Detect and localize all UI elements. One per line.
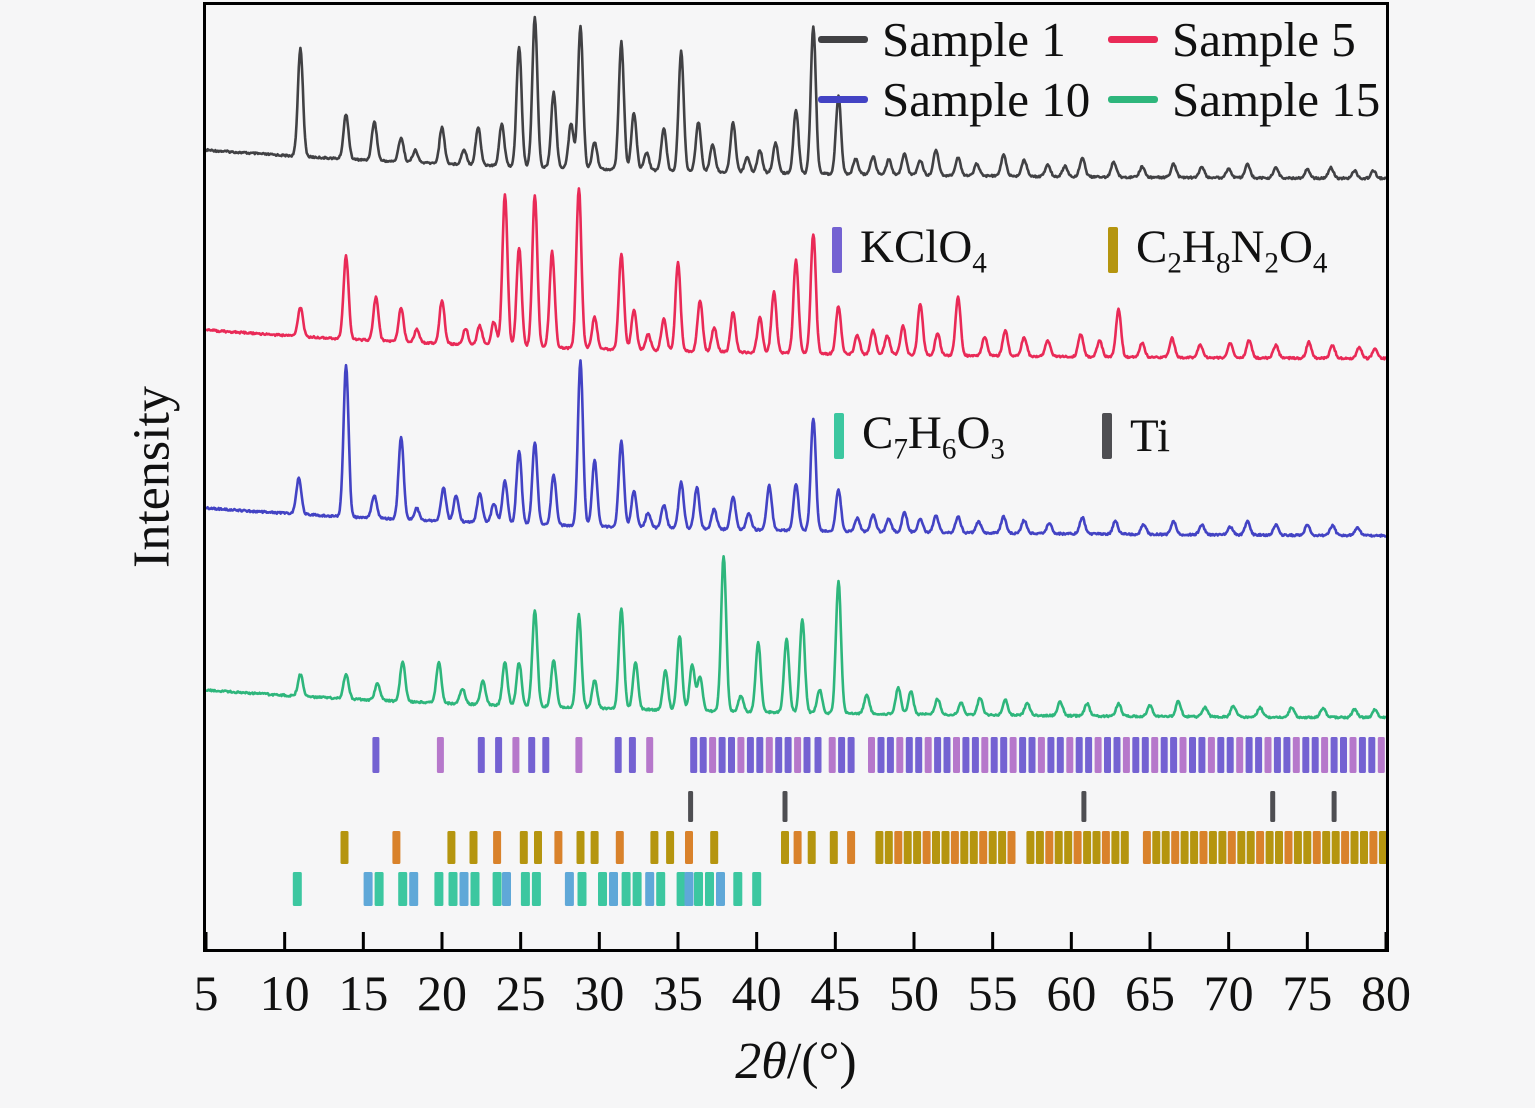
plot-border	[203, 2, 1389, 952]
kclo4-tick-icon	[832, 227, 842, 273]
legend-label-sample-15: Sample 15	[1172, 71, 1381, 127]
trace-sample-1	[204, 15, 1387, 181]
svg-text:80: 80	[1361, 965, 1411, 1021]
svg-text:20: 20	[417, 965, 467, 1021]
svg-text:5: 5	[194, 965, 219, 1021]
legend-entry-c7h6o3: C7H6O3	[834, 406, 1005, 466]
ref-row-kclo4	[372, 737, 1385, 773]
x-axis-ticks: 5 10 15 20 25 30 35 40 45 50 55 60 65 70 75 80	[194, 932, 1411, 1021]
legend-label-kclo4: KClO4	[860, 220, 987, 280]
legend-label-sample-1: Sample 1	[882, 11, 1066, 67]
svg-text:35: 35	[653, 965, 703, 1021]
legend-line-sample-5	[1108, 35, 1158, 43]
legend-line-sample-1	[818, 35, 868, 43]
x-axis-title: 2θ/(°)	[735, 1033, 857, 1090]
c7h6o3-tick-icon	[834, 413, 844, 459]
svg-text:10: 10	[260, 965, 310, 1021]
legend-entry-sample-10: Sample 10	[818, 70, 1090, 128]
svg-text:60: 60	[1046, 965, 1096, 1021]
svg-text:70: 70	[1204, 965, 1254, 1021]
svg-text:40: 40	[732, 965, 782, 1021]
legend-entry-kclo4: KClO4	[832, 220, 987, 280]
legend-label-ti: Ti	[1130, 410, 1171, 462]
svg-text:45: 45	[810, 965, 860, 1021]
legend-entry-sample-1: Sample 1	[818, 10, 1066, 68]
svg-text:75: 75	[1282, 965, 1332, 1021]
legend-label-c2h8n2o4: C2H8N2O4	[1136, 220, 1328, 280]
trace-sample-10	[205, 359, 1387, 538]
svg-text:25: 25	[496, 965, 546, 1021]
legend-line-sample-10	[818, 95, 868, 103]
legend-label-c7h6o3: C7H6O3	[862, 406, 1005, 466]
legend-line-sample-15	[1108, 95, 1158, 103]
legend-entry-sample-5: Sample 5	[1108, 10, 1356, 68]
c2h8n2o4-tick-icon	[1108, 227, 1118, 273]
y-axis-title: Intensity	[123, 386, 181, 568]
svg-text:15: 15	[338, 965, 388, 1021]
ref-row-c2h8n2o4	[340, 831, 1387, 864]
legend-label-sample-5: Sample 5	[1172, 11, 1356, 67]
svg-text:30: 30	[574, 965, 624, 1021]
legend-entry-c2h8n2o4: C2H8N2O4	[1108, 220, 1328, 280]
trace-sample-5	[205, 187, 1388, 361]
svg-text:65: 65	[1125, 965, 1175, 1021]
legend-entry-ti: Ti	[1102, 408, 1170, 464]
trace-sample-15	[205, 555, 1387, 720]
legend-label-sample-10: Sample 10	[882, 71, 1091, 127]
ref-row-c7h6o3	[292, 872, 762, 906]
svg-text:50: 50	[889, 965, 939, 1021]
ti-tick-icon	[1102, 413, 1112, 459]
ref-row-ti	[688, 791, 1337, 822]
legend-entry-sample-15: Sample 15	[1108, 70, 1380, 128]
svg-text:55: 55	[968, 965, 1018, 1021]
